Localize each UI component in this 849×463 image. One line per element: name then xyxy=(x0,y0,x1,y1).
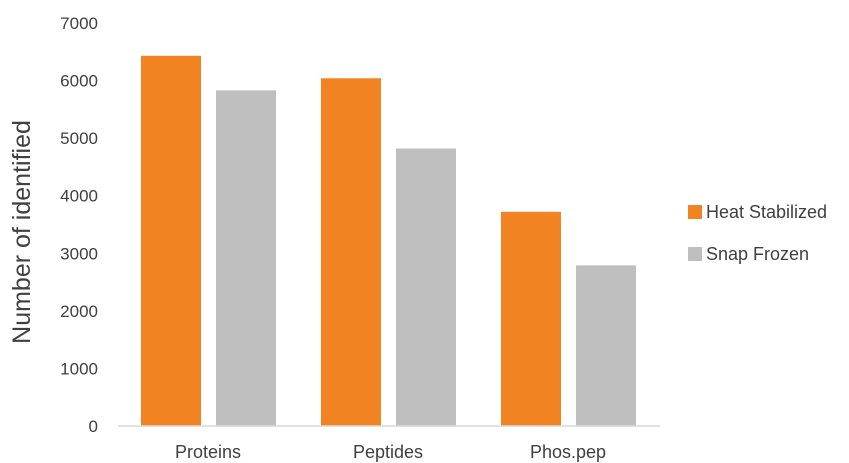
y-tick-label: 5000 xyxy=(60,129,98,148)
x-category-label: Phos.pep xyxy=(530,442,606,462)
legend-swatch xyxy=(688,205,702,219)
y-tick-label: 6000 xyxy=(60,72,98,91)
bar-heat-stabilized-peptides xyxy=(321,78,381,427)
legend: Heat Stabilized Snap Frozen xyxy=(688,202,827,264)
x-category-label: Proteins xyxy=(175,442,241,462)
legend-label: Heat Stabilized xyxy=(706,202,827,222)
bar-snap-frozen-phos-pep xyxy=(576,265,636,426)
y-axis-title: Number of identified xyxy=(8,120,36,344)
bars xyxy=(141,55,636,427)
y-tick-label: 3000 xyxy=(60,244,98,263)
y-tick-label: 0 xyxy=(89,417,98,436)
y-tick-label: 7000 xyxy=(60,14,98,33)
bar-heat-stabilized-phos-pep xyxy=(501,211,561,426)
y-tick-label: 1000 xyxy=(60,359,98,378)
bar-snap-frozen-peptides xyxy=(396,148,456,426)
y-tick-label: 4000 xyxy=(60,187,98,206)
bar-snap-frozen-proteins xyxy=(216,90,276,426)
legend-swatch xyxy=(688,247,702,261)
x-axis-categories: Proteins Peptides Phos.pep xyxy=(175,442,606,462)
y-axis-ticks: 0 1000 2000 3000 4000 5000 6000 7000 xyxy=(60,14,98,436)
bar-heat-stabilized-proteins xyxy=(141,55,201,427)
legend-label: Snap Frozen xyxy=(706,244,809,264)
x-category-label: Peptides xyxy=(353,442,423,462)
y-tick-label: 2000 xyxy=(60,302,98,321)
